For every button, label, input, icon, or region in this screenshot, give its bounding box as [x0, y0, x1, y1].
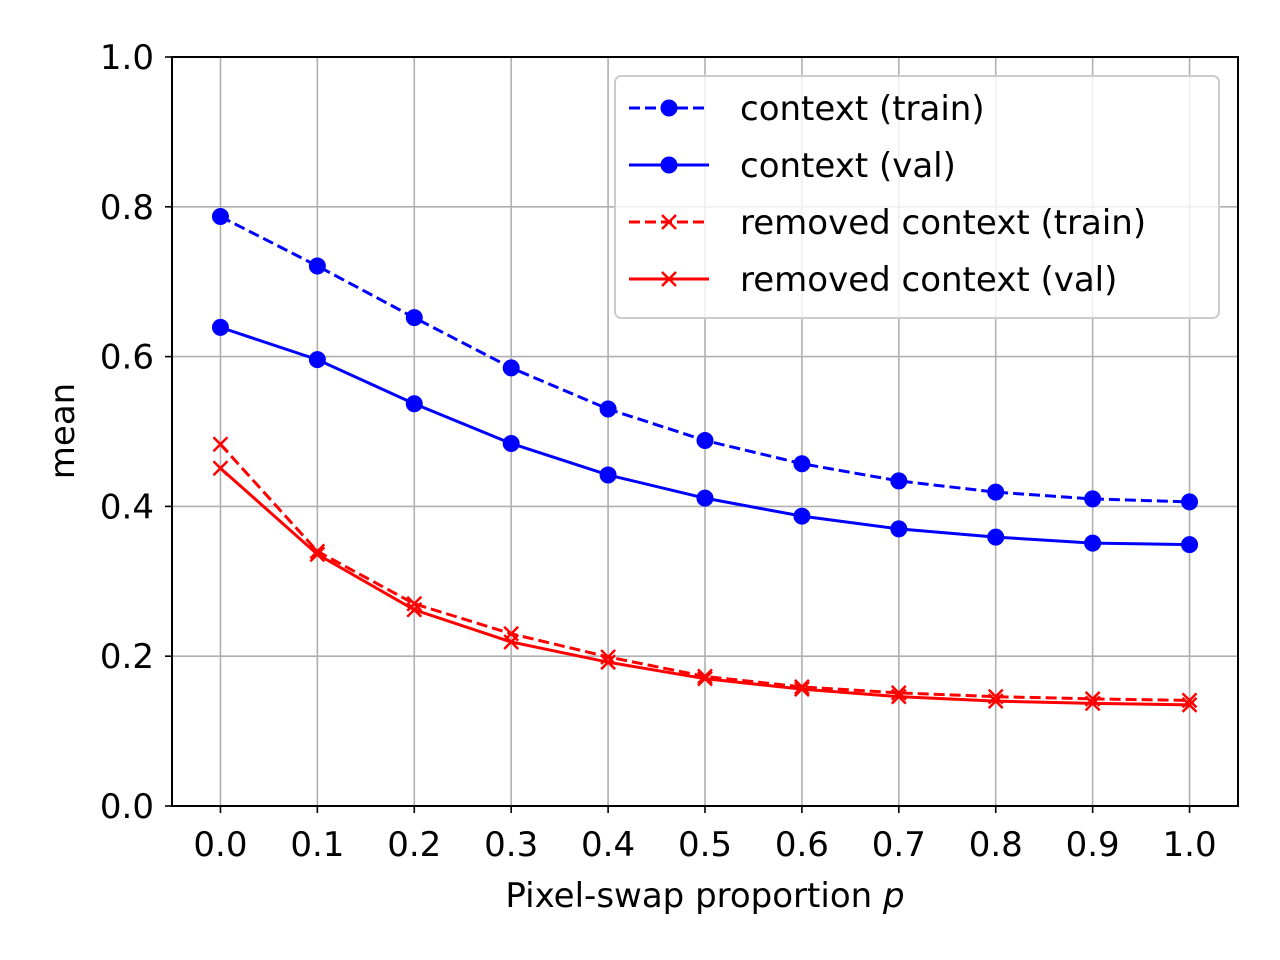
- data-point: [1084, 695, 1101, 712]
- x-tick-label: 0.3: [484, 825, 538, 865]
- legend-box: [614, 75, 1220, 319]
- legend-item: removed context (train): [629, 203, 1146, 243]
- data-point: [309, 546, 326, 563]
- data-point: [696, 431, 714, 449]
- legend-label: context (val): [740, 146, 956, 186]
- legend-marker: [660, 156, 678, 174]
- data-point: [599, 466, 617, 484]
- x-tick-label: 0.1: [290, 825, 344, 865]
- x-tick-label: 0.6: [775, 825, 829, 865]
- data-point: [405, 309, 423, 327]
- series-2: [211, 318, 1199, 554]
- legend-label: removed context (val): [740, 260, 1117, 300]
- x-tick-label: 0.7: [872, 825, 926, 865]
- legend-marker: [660, 99, 678, 117]
- x-tick-label: 0.5: [678, 825, 732, 865]
- data-point: [987, 528, 1005, 546]
- data-point: [697, 668, 713, 685]
- data-point: [211, 318, 229, 336]
- data-point: [987, 693, 1004, 710]
- series-4: [212, 460, 1198, 713]
- data-point: [405, 395, 423, 413]
- legend: context (train) context (val) removed cont…: [614, 75, 1220, 319]
- data-point: [1181, 536, 1199, 554]
- x-tick-label: 0.8: [969, 825, 1023, 865]
- data-point: [503, 634, 520, 650]
- data-point: [1084, 490, 1102, 508]
- x-tick-label: 0.0: [193, 825, 247, 865]
- data-point: [502, 434, 520, 452]
- data-point: [697, 670, 713, 687]
- y-tick-label: 0.6: [100, 338, 154, 378]
- x-tick-label: 0.9: [1066, 825, 1120, 865]
- data-point: [600, 654, 616, 671]
- legend-label: context (train): [740, 89, 985, 129]
- data-point: [308, 257, 326, 275]
- data-point: [1181, 493, 1199, 511]
- axis-ticks: 0.0 0.1 0.2 0.3 0.4 0.5 0.6 0.7 0.8 0.9 1.0 0.0 0.2 0…: [100, 38, 1217, 865]
- x-tick-label: 1.0: [1163, 825, 1217, 865]
- x-axis-variable: p: [882, 876, 905, 916]
- data-point: [406, 601, 423, 618]
- data-point: [987, 483, 1005, 501]
- data-point: [1181, 697, 1198, 713]
- data-point: [890, 688, 907, 705]
- data-point: [793, 507, 811, 525]
- legend-item: removed context (val): [629, 260, 1117, 300]
- data-point: [794, 681, 810, 698]
- data-point: [793, 455, 811, 473]
- legend-marker: [661, 271, 677, 287]
- y-tick-label: 1.0: [100, 38, 154, 78]
- data-point: [696, 489, 714, 507]
- y-tick-label: 0.0: [100, 787, 154, 827]
- y-tick-label: 0.8: [100, 188, 154, 228]
- data-point: [1084, 534, 1102, 552]
- data-point: [890, 472, 908, 490]
- x-axis-label: Pixel-swap proportion p: [505, 876, 904, 916]
- data-point: [212, 436, 229, 453]
- series-group: [211, 208, 1199, 713]
- data-point: [211, 208, 229, 226]
- data-point: [794, 679, 810, 695]
- series-1: [211, 208, 1199, 511]
- y-tick-label: 0.4: [100, 487, 154, 527]
- data-point: [212, 460, 229, 477]
- data-point: [502, 359, 520, 377]
- data-point: [890, 520, 908, 538]
- y-axis-label: mean: [43, 383, 83, 479]
- x-tick-label: 0.4: [581, 825, 635, 865]
- x-tick-label: 0.2: [387, 825, 441, 865]
- data-point: [599, 400, 617, 418]
- y-tick-label: 0.2: [100, 637, 154, 677]
- legend-item: context (train): [629, 89, 985, 129]
- legend-label: removed context (train): [740, 203, 1146, 243]
- data-point: [308, 351, 326, 369]
- legend-item: context (val): [629, 146, 956, 186]
- legend-marker: [661, 214, 677, 230]
